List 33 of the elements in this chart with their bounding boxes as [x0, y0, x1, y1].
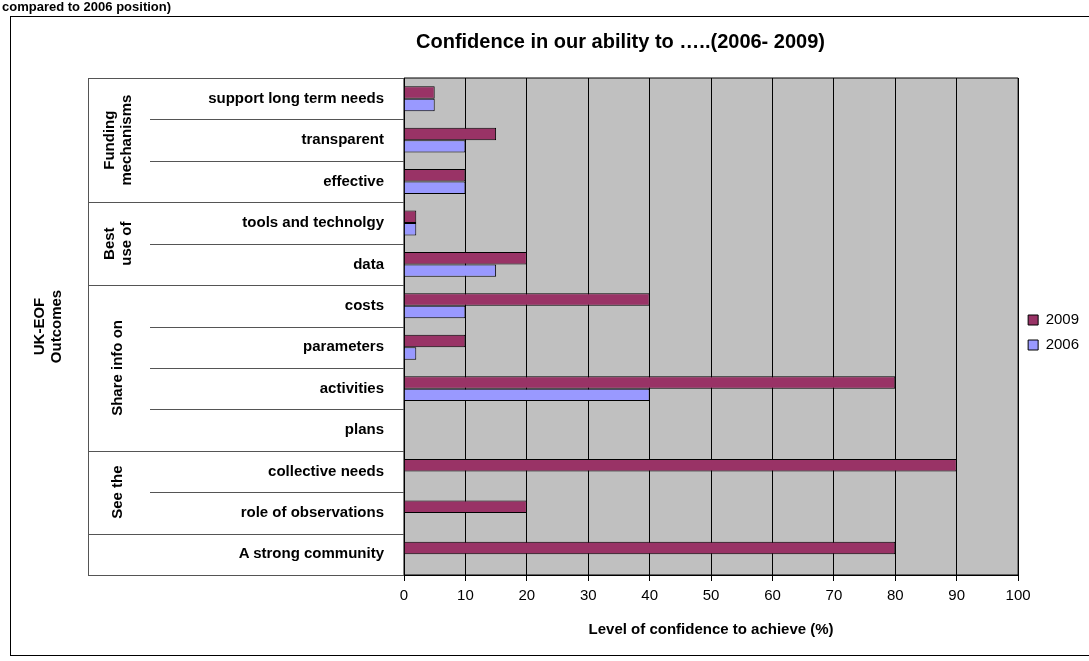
y-tick-label: data	[353, 254, 385, 272]
y-tick-label: A strong community	[238, 544, 385, 562]
x-tick-label: 0	[399, 586, 409, 604]
y-tick-label: activities	[319, 378, 384, 396]
legend-label: 2009	[1045, 310, 1080, 328]
x-tick-label: 50	[702, 586, 720, 604]
x-tick-label: 70	[825, 586, 843, 604]
text: See the	[108, 465, 126, 519]
x-tick-label: 40	[641, 586, 658, 604]
y-tick-label: support long term needs	[208, 88, 384, 106]
x-tick-label: 30	[579, 586, 597, 604]
text: Funding mechanisms	[99, 94, 134, 186]
text: UK-EOF Outcomes	[29, 289, 64, 364]
x-tick-label: 80	[886, 586, 904, 604]
x-tick-label: 60	[764, 586, 781, 604]
text: Best use of	[99, 220, 134, 266]
y-tick-label: costs	[344, 295, 384, 313]
y-tick-label: plans	[344, 420, 384, 438]
x-tick-label: 10	[457, 586, 474, 604]
x-tick-label: 20	[518, 586, 536, 604]
y-tick-label: parameters	[303, 337, 384, 355]
y-tick-label: role of observations	[240, 503, 384, 521]
x-axis-title: Level of confidence to achieve (%)	[588, 620, 834, 638]
y-tick-label: effective	[323, 171, 384, 189]
text: compared to 2006 position)	[2, 0, 172, 15]
y-tick-label: transparent	[301, 130, 384, 148]
y-tick-label: collective needs	[268, 461, 384, 479]
x-tick-label: 90	[948, 586, 966, 604]
y-tick-label: tools and technolgy	[242, 213, 385, 231]
text: Share info on	[108, 319, 126, 416]
x-tick-label: 100	[1005, 586, 1031, 604]
chart-title: Confidence in our ability to …..(2006- 2009)	[416, 29, 825, 52]
legend-label: 2006	[1045, 335, 1080, 353]
